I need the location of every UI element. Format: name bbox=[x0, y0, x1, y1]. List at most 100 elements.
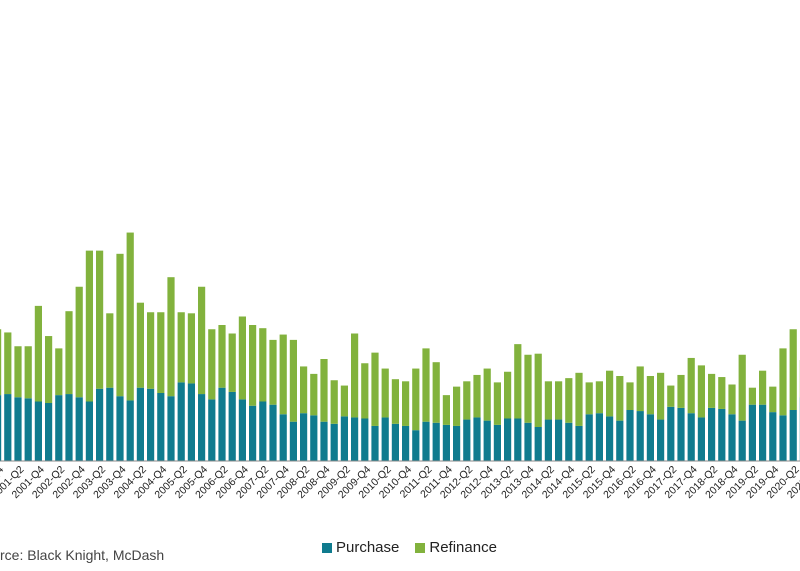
bar-refinance-2007-Q1 bbox=[259, 328, 267, 402]
bar-refinance-2012-Q3 bbox=[483, 368, 491, 421]
bar-purchase-2014-Q3 bbox=[565, 422, 573, 461]
bar-refinance-2002-Q1 bbox=[55, 348, 63, 396]
bar-refinance-2001-Q4 bbox=[45, 336, 53, 403]
bar-refinance-2019-Q1 bbox=[748, 387, 756, 405]
bar-refinance-2013-Q1 bbox=[504, 371, 512, 419]
bar-refinance-2018-Q4 bbox=[738, 354, 746, 421]
bar-purchase-2002-Q4 bbox=[85, 401, 93, 461]
bar-refinance-2012-Q4 bbox=[493, 382, 501, 425]
bar-purchase-2003-Q1 bbox=[96, 388, 104, 461]
bar-refinance-2017-Q2 bbox=[677, 374, 685, 408]
legend-label-refinance: Refinance bbox=[429, 539, 497, 556]
bar-purchase-2013-Q2 bbox=[514, 418, 522, 461]
bar-refinance-2019-Q2 bbox=[759, 370, 767, 405]
bar-refinance-2012-Q2 bbox=[473, 374, 481, 418]
bar-refinance-2009-Q4 bbox=[371, 352, 379, 426]
bar-purchase-2015-Q4 bbox=[616, 420, 624, 462]
bar-refinance-2007-Q2 bbox=[269, 339, 277, 405]
bar-refinance-2006-Q1 bbox=[218, 325, 226, 388]
bar-refinance-2000-Q3 bbox=[0, 329, 2, 396]
bar-purchase-2019-Q2 bbox=[759, 404, 767, 461]
legend: Purchase Refinance bbox=[322, 539, 513, 556]
bar-refinance-2016-Q3 bbox=[646, 376, 654, 415]
bar-refinance-2009-Q1 bbox=[340, 385, 348, 417]
bar-purchase-2003-Q2 bbox=[106, 387, 114, 461]
bar-purchase-2012-Q4 bbox=[493, 424, 501, 462]
bar-purchase-2011-Q3 bbox=[442, 424, 450, 462]
bar-refinance-2003-Q4 bbox=[126, 232, 134, 401]
bar-purchase-2009-Q4 bbox=[371, 425, 379, 461]
bar-refinance-2009-Q3 bbox=[361, 363, 369, 419]
bar-refinance-2008-Q3 bbox=[320, 359, 328, 422]
bar-refinance-2003-Q1 bbox=[96, 250, 104, 389]
bar-purchase-2008-Q3 bbox=[320, 421, 328, 461]
bar-purchase-2012-Q2 bbox=[473, 417, 481, 461]
bar-refinance-2018-Q1 bbox=[708, 373, 716, 408]
bar-purchase-2003-Q3 bbox=[116, 396, 124, 461]
bar-purchase-2008-Q2 bbox=[310, 415, 318, 461]
bar-purchase-2009-Q2 bbox=[351, 417, 359, 461]
bar-purchase-2011-Q1 bbox=[422, 421, 430, 461]
legend-swatch-purchase bbox=[322, 542, 332, 553]
bar-purchase-2006-Q3 bbox=[238, 399, 246, 462]
bar-purchase-2004-Q3 bbox=[157, 393, 165, 461]
bar-refinance-2006-Q3 bbox=[238, 316, 246, 400]
bar-refinance-2007-Q3 bbox=[279, 334, 287, 415]
bar-refinance-2017-Q3 bbox=[687, 357, 695, 414]
bar-purchase-2013-Q1 bbox=[504, 418, 512, 461]
bar-purchase-2001-Q2 bbox=[24, 398, 32, 461]
bar-purchase-2008-Q1 bbox=[300, 413, 308, 461]
bar-purchase-2016-Q3 bbox=[646, 414, 654, 461]
bar-refinance-2015-Q3 bbox=[606, 370, 614, 417]
bar-purchase-2018-Q4 bbox=[738, 420, 746, 462]
bar-refinance-2001-Q2 bbox=[24, 346, 32, 399]
bar-refinance-2016-Q4 bbox=[657, 372, 665, 420]
bar-refinance-2014-Q1 bbox=[544, 381, 552, 420]
bar-purchase-2005-Q2 bbox=[187, 383, 195, 461]
bar-refinance-2011-Q1 bbox=[422, 348, 430, 422]
bar-refinance-2014-Q4 bbox=[575, 372, 583, 426]
bar-refinance-2013-Q3 bbox=[524, 354, 532, 423]
legend-swatch-refinance bbox=[415, 542, 426, 553]
bar-purchase-2018-Q1 bbox=[708, 407, 716, 462]
bar-purchase-2008-Q4 bbox=[330, 423, 338, 461]
bar-purchase-2017-Q4 bbox=[697, 417, 705, 461]
bar-purchase-2015-Q1 bbox=[585, 414, 593, 461]
bar-purchase-2019-Q1 bbox=[748, 404, 756, 461]
bar-purchase-2018-Q2 bbox=[718, 408, 726, 461]
bar-refinance-2015-Q1 bbox=[585, 382, 593, 415]
bar-refinance-2014-Q2 bbox=[555, 381, 563, 420]
bar-purchase-2002-Q3 bbox=[75, 397, 83, 461]
bar-purchase-2016-Q2 bbox=[636, 411, 644, 461]
bar-refinance-2008-Q2 bbox=[310, 373, 318, 416]
bar-refinance-2014-Q3 bbox=[565, 378, 573, 423]
bar-purchase-2010-Q1 bbox=[381, 417, 389, 461]
bar-refinance-2003-Q2 bbox=[106, 313, 114, 388]
bar-refinance-2011-Q3 bbox=[442, 395, 450, 425]
bar-purchase-2001-Q4 bbox=[45, 402, 53, 461]
bar-refinance-2010-Q4 bbox=[412, 368, 420, 431]
bar-purchase-2015-Q3 bbox=[606, 416, 614, 462]
bar-purchase-2002-Q1 bbox=[55, 395, 63, 462]
bar-refinance-2004-Q3 bbox=[157, 312, 165, 393]
bar-purchase-2006-Q2 bbox=[228, 391, 236, 461]
legend-item-purchase: Purchase bbox=[322, 539, 399, 556]
bar-refinance-2004-Q2 bbox=[147, 312, 155, 389]
bar-purchase-2013-Q4 bbox=[534, 427, 542, 461]
bars-layer bbox=[0, 232, 800, 462]
bar-refinance-2012-Q1 bbox=[463, 381, 471, 420]
bar-refinance-2011-Q4 bbox=[453, 386, 461, 426]
bar-purchase-2014-Q4 bbox=[575, 425, 583, 461]
bar-refinance-2010-Q1 bbox=[381, 368, 389, 418]
bar-purchase-2011-Q2 bbox=[432, 422, 440, 461]
bar-refinance-2002-Q2 bbox=[65, 311, 73, 395]
bar-purchase-2007-Q4 bbox=[289, 421, 297, 461]
bar-purchase-2001-Q3 bbox=[34, 401, 42, 461]
legend-label-purchase: Purchase bbox=[336, 539, 400, 556]
bar-purchase-2000-Q3 bbox=[0, 395, 2, 462]
bar-refinance-2010-Q2 bbox=[391, 379, 399, 424]
bar-purchase-2004-Q1 bbox=[136, 387, 144, 461]
bar-refinance-2017-Q1 bbox=[667, 385, 675, 407]
bar-refinance-2008-Q4 bbox=[330, 380, 338, 424]
bar-purchase-2011-Q4 bbox=[453, 425, 461, 461]
